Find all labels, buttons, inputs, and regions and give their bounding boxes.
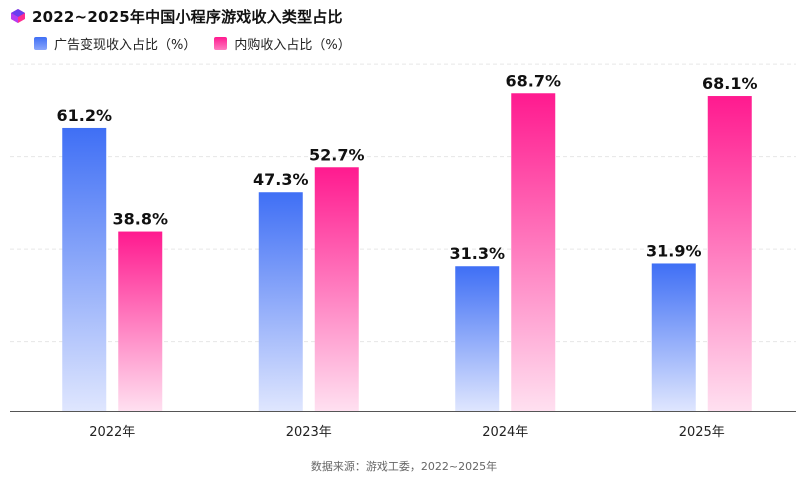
legend-label-iap: 内购收入占比（%） (234, 38, 351, 53)
chart-title: 2022~2025年中国小程序游戏收入类型占比 (32, 7, 343, 26)
data-source-note: 数据来源：游戏工委，2022~2025年 (310, 460, 498, 473)
logo-icon (11, 9, 25, 23)
bar-ad-revenue (455, 266, 500, 411)
x-tick-label: 2024年 (482, 425, 528, 440)
bar-ad-revenue (651, 263, 696, 411)
legend-item-iap: 内购收入占比（%） (214, 34, 351, 53)
data-label: 61.2% (56, 106, 112, 125)
data-labels: 61.2% 38.8% 47.3%52.7% 31.3% 68.7% 31.9% 68.1% (56, 71, 757, 263)
legend-swatch-ad (34, 37, 47, 50)
bar-ad-revenue (258, 192, 303, 411)
x-tick-label: 2022年 (89, 425, 135, 440)
bar-in-app-purchase (511, 93, 556, 411)
legend-item-ad: 广告变现收入占比（%） (34, 34, 196, 53)
bar-ad-revenue (62, 127, 107, 411)
data-label: 52.7% (309, 145, 365, 164)
data-label: 31.9% (646, 241, 702, 260)
bar-in-app-purchase (707, 96, 752, 411)
chart-header: 2022~2025年中国小程序游戏收入类型占比 (10, 5, 343, 27)
data-label: 68.7% (505, 71, 561, 90)
bar-in-app-purchase (314, 167, 359, 411)
x-axis: 2022年 2023年 2024年 2025年 (10, 411, 796, 440)
data-label: 38.8% (112, 210, 168, 229)
data-label: 31.3% (449, 244, 505, 263)
x-tick-label: 2023年 (286, 425, 332, 440)
bars (62, 93, 752, 411)
data-label: 47.3% (253, 170, 309, 189)
chart-legend: 广告变现收入占比（%） 内购收入占比（%） (34, 34, 369, 53)
data-label: 68.1% (702, 74, 758, 93)
x-tick-label: 2025年 (679, 425, 725, 440)
legend-label-ad: 广告变现收入占比（%） (54, 38, 197, 53)
bar-in-app-purchase (118, 231, 163, 411)
legend-swatch-iap (214, 37, 228, 50)
